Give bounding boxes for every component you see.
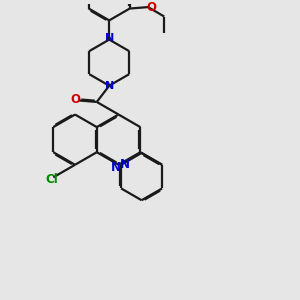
Text: Cl: Cl	[45, 173, 58, 186]
Text: O: O	[146, 1, 156, 13]
Text: O: O	[70, 93, 80, 106]
Text: N: N	[120, 158, 130, 171]
Text: N: N	[111, 161, 121, 174]
Text: N: N	[105, 33, 114, 43]
Text: N: N	[105, 81, 114, 91]
